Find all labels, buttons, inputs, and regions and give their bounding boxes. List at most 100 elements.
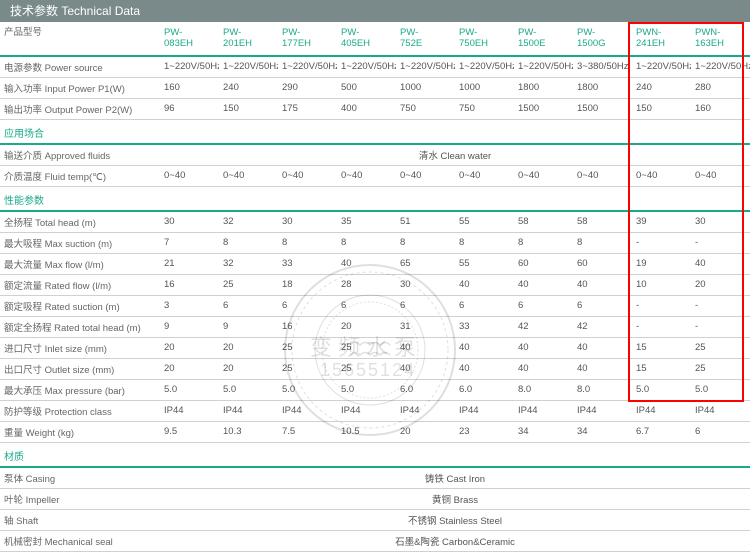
data-cell: 3~380/50Hz [573, 56, 632, 78]
data-cell: 25 [337, 358, 396, 379]
data-cell: 150 [219, 98, 278, 119]
data-cell: 160 [160, 77, 219, 98]
data-cell: 42 [514, 316, 573, 337]
data-cell: 9 [160, 316, 219, 337]
merged-cell: 不锈钢 Stainless Steel [160, 509, 750, 530]
row-label: 额定吸程 Rated suction (m) [0, 295, 160, 316]
data-cell: 5.0 [219, 379, 278, 400]
data-cell: 20 [160, 337, 219, 358]
data-cell: 8 [337, 232, 396, 253]
data-cell: 65 [396, 253, 455, 274]
data-cell: 8.0 [514, 379, 573, 400]
data-cell: 1800 [514, 77, 573, 98]
data-cell: 6 [278, 295, 337, 316]
data-cell: IP44 [514, 400, 573, 421]
data-cell: 16 [160, 274, 219, 295]
data-cell: 5.0 [632, 379, 691, 400]
data-cell: - [691, 295, 750, 316]
table-row: 输送介质 Approved fluids清水 Clean water [0, 144, 750, 166]
data-cell: 40 [514, 358, 573, 379]
data-cell: 5.0 [337, 379, 396, 400]
data-cell: 96 [160, 98, 219, 119]
data-cell: 8.0 [573, 379, 632, 400]
row-label: 轴 Shaft [0, 509, 160, 530]
merged-cell: 铸铁 Cast Iron [160, 467, 750, 489]
data-cell: 39 [632, 211, 691, 233]
data-cell: 55 [455, 211, 514, 233]
row-label: 最大承压 Max pressure (bar) [0, 379, 160, 400]
data-cell: IP44 [632, 400, 691, 421]
data-cell: 1~220V/50Hz [632, 56, 691, 78]
data-cell: 7 [160, 232, 219, 253]
data-cell: 0~40 [337, 165, 396, 186]
data-cell: 25 [337, 337, 396, 358]
data-cell: 240 [219, 77, 278, 98]
data-cell: IP44 [160, 400, 219, 421]
row-label: 输出功率 Output Power P2(W) [0, 98, 160, 119]
data-cell: 34 [514, 421, 573, 442]
row-label: 输送介质 Approved fluids [0, 144, 160, 166]
data-cell: 8 [278, 232, 337, 253]
data-cell: 25 [278, 337, 337, 358]
model-col: PW-177EH [278, 22, 337, 56]
data-cell: 6 [573, 295, 632, 316]
data-cell: 1~220V/50Hz [219, 56, 278, 78]
data-cell: 40 [455, 358, 514, 379]
table-row: 轴 Shaft不锈钢 Stainless Steel [0, 509, 750, 530]
data-cell: - [632, 316, 691, 337]
section-header: 材质 [0, 442, 750, 467]
data-cell: 9 [219, 316, 278, 337]
data-cell: 30 [691, 211, 750, 233]
data-cell: 1000 [455, 77, 514, 98]
data-cell: IP44 [337, 400, 396, 421]
data-cell: 8 [219, 232, 278, 253]
data-cell: 40 [573, 274, 632, 295]
row-label: 电源参数 Power source [0, 56, 160, 78]
table-row: 全扬程 Total head (m)30323035515558583930 [0, 211, 750, 233]
data-cell: IP44 [396, 400, 455, 421]
data-cell: 0~40 [514, 165, 573, 186]
data-cell: 1~220V/50Hz [455, 56, 514, 78]
table-row: 额定全扬程 Rated total head (m)99162031334242… [0, 316, 750, 337]
data-cell: IP44 [219, 400, 278, 421]
model-col: PW-750EH [455, 22, 514, 56]
data-cell: 6.0 [396, 379, 455, 400]
data-cell: 0~40 [573, 165, 632, 186]
data-cell: 40 [396, 337, 455, 358]
table-row: 泵体 Casing铸铁 Cast Iron [0, 467, 750, 489]
merged-cell: 黄铜 Brass [160, 488, 750, 509]
merged-cell: 石墨&陶瓷 Carbon&Ceramic [160, 530, 750, 551]
data-cell: 9.5 [160, 421, 219, 442]
data-cell: IP44 [455, 400, 514, 421]
data-cell: 42 [573, 316, 632, 337]
data-cell: 23 [455, 421, 514, 442]
data-cell: 51 [396, 211, 455, 233]
data-cell: 25 [691, 337, 750, 358]
table-row: 额定流量 Rated flow (l/m)1625182830404040102… [0, 274, 750, 295]
data-cell: 8 [455, 232, 514, 253]
data-cell: 40 [396, 358, 455, 379]
row-label: 全扬程 Total head (m) [0, 211, 160, 233]
data-cell: 0~40 [219, 165, 278, 186]
data-cell: 0~40 [691, 165, 750, 186]
model-col: PW-752E [396, 22, 455, 56]
data-cell: 0~40 [632, 165, 691, 186]
table-row: 最大流量 Max flow (l/m)21323340655560601940 [0, 253, 750, 274]
data-cell: 10.5 [337, 421, 396, 442]
data-cell: 19 [632, 253, 691, 274]
data-cell: 40 [455, 274, 514, 295]
data-cell: 6 [219, 295, 278, 316]
model-col: PWN-241EH [632, 22, 691, 56]
data-cell: 33 [278, 253, 337, 274]
data-cell: 25 [219, 274, 278, 295]
table-header: 技术参数 Technical Data [0, 0, 750, 22]
data-cell: 1~220V/50Hz [514, 56, 573, 78]
data-cell: 175 [278, 98, 337, 119]
row-label: 重量 Weight (kg) [0, 421, 160, 442]
data-cell: 1500 [573, 98, 632, 119]
data-cell: 20 [160, 358, 219, 379]
data-cell: 750 [455, 98, 514, 119]
section-header: 应用场合 [0, 119, 750, 144]
data-cell: 240 [632, 77, 691, 98]
data-cell: 40 [573, 358, 632, 379]
